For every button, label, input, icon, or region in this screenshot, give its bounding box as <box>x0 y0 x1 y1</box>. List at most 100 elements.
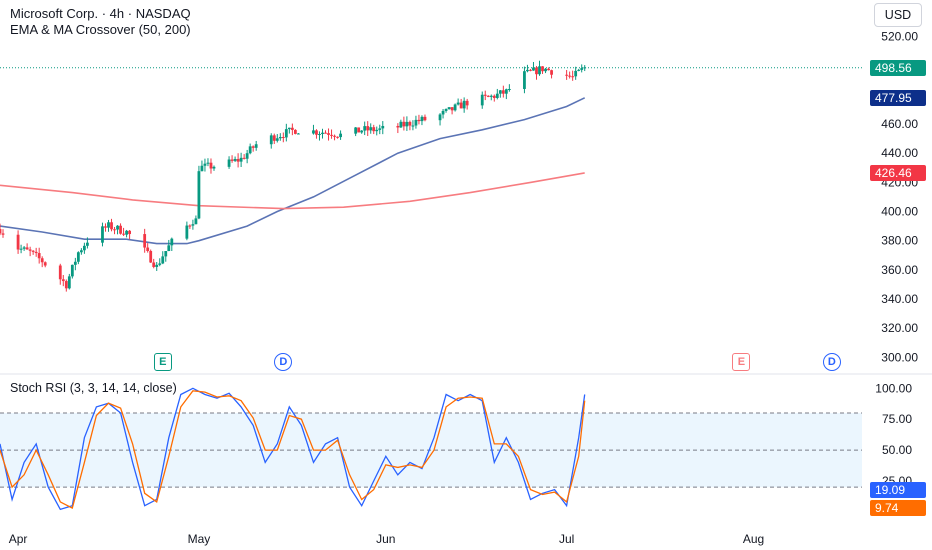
indicator-label: EMA & MA Crossover (50, 200) <box>10 22 191 37</box>
candle-down <box>110 222 113 230</box>
ma-line <box>0 172 585 210</box>
rsi-d-badge: 9.74 <box>870 499 926 516</box>
price-tick-label: 320.00 <box>881 321 918 335</box>
candle-down <box>113 229 116 231</box>
price-tick-label: 460.00 <box>881 117 918 131</box>
candle-down <box>336 136 339 138</box>
stoch-rsi-k-line <box>0 387 586 511</box>
chart-title: Microsoft Corp. · 4h · NASDAQ <box>10 6 191 21</box>
last-price-badge: 498.56 <box>870 59 926 76</box>
candle-up <box>200 165 204 172</box>
candle-up <box>284 129 288 138</box>
candle-up <box>414 119 418 126</box>
candle-up <box>577 69 581 71</box>
candle-up <box>378 128 382 130</box>
candle-layer[interactable] <box>0 60 587 292</box>
candle-up <box>269 135 273 145</box>
candle-down <box>128 230 132 235</box>
candle-up <box>453 104 457 111</box>
candle-down <box>149 250 153 263</box>
candle-down <box>1 233 5 235</box>
candle-up <box>405 121 409 127</box>
candle-up <box>125 230 128 235</box>
candle-up <box>339 133 342 138</box>
candle-down <box>64 281 68 289</box>
stoch-rsi-d-line <box>0 390 586 510</box>
rsi-tick-label: 75.00 <box>882 412 912 426</box>
candle-down <box>366 126 370 131</box>
candle-down <box>541 66 544 72</box>
candle-down <box>58 265 62 280</box>
earnings-marker[interactable]: E <box>732 353 751 371</box>
candle-down <box>327 133 330 135</box>
candle-up <box>580 68 584 70</box>
candle-up <box>375 129 379 132</box>
candle-up <box>583 67 587 69</box>
candle-down <box>402 121 406 127</box>
candle-up <box>462 100 466 109</box>
candle-down <box>61 279 65 282</box>
candle-down <box>34 251 38 254</box>
candle-up <box>504 89 508 94</box>
candle-up <box>480 94 484 106</box>
candle-down <box>281 137 285 139</box>
time-tick-label: May <box>188 532 211 546</box>
candle-up <box>526 69 529 72</box>
candle-up <box>495 93 499 98</box>
dividend-marker[interactable]: D <box>822 353 841 371</box>
candle-down <box>146 247 150 251</box>
candle-down <box>450 107 454 111</box>
candle-down <box>535 67 538 75</box>
candle-down <box>465 100 469 106</box>
candle-down <box>568 75 572 77</box>
candle-down <box>396 125 400 128</box>
candle-down <box>43 262 47 266</box>
candle-up <box>239 157 243 162</box>
candle-up <box>82 245 86 251</box>
candle-up <box>194 218 198 225</box>
candle-down <box>333 135 336 137</box>
stoch-rsi-label: Stoch RSI (3, 3, 14, 14, close) <box>10 381 177 395</box>
candle-up <box>76 252 80 262</box>
candle-up <box>399 121 403 128</box>
candle-up <box>363 126 367 131</box>
candle-up <box>275 138 279 141</box>
dividend-marker[interactable]: D <box>274 353 293 371</box>
candle-down <box>423 116 427 121</box>
candle-down <box>492 95 496 98</box>
candle-down <box>547 68 550 71</box>
candle-down <box>188 225 192 227</box>
currency-button[interactable]: USD <box>874 3 922 27</box>
candle-down <box>31 250 35 252</box>
earnings-marker[interactable]: E <box>153 353 172 371</box>
candle-down <box>372 127 376 132</box>
candle-down <box>293 129 297 134</box>
candle-up <box>532 67 535 71</box>
rsi-k-badge: 19.09 <box>870 482 926 499</box>
candle-down <box>408 121 412 126</box>
candle-up <box>233 158 237 161</box>
candle-down <box>486 95 490 97</box>
price-tick-label: 360.00 <box>881 263 918 277</box>
candle-up <box>161 256 165 264</box>
candle-up <box>79 250 83 253</box>
candle-up <box>287 127 291 130</box>
candle-up <box>158 263 162 265</box>
candle-up <box>312 130 315 134</box>
price-tick-label: 340.00 <box>881 292 918 306</box>
candle-up <box>227 159 231 167</box>
time-tick-label: Aug <box>743 532 764 546</box>
ema-value-badge: 477.95 <box>870 89 926 106</box>
candle-up <box>381 125 385 129</box>
candle-up <box>296 133 300 135</box>
candle-up <box>167 245 171 252</box>
candle-up <box>354 127 358 134</box>
candle-down <box>571 76 575 78</box>
candle-up <box>170 238 174 246</box>
candle-up <box>360 130 364 133</box>
candle-up <box>523 71 526 89</box>
candle-up <box>191 224 195 226</box>
rsi-line-layer <box>0 387 586 511</box>
candle-down <box>459 102 463 109</box>
